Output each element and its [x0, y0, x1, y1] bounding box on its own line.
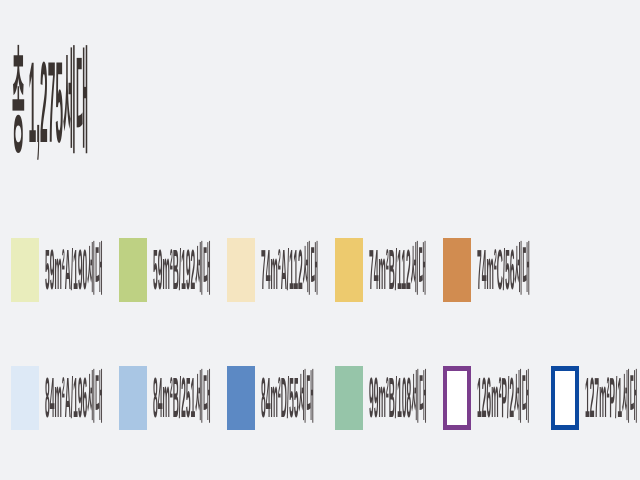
legend-color-swatch	[119, 366, 147, 430]
legend-item: 74m²B/112세대	[335, 238, 443, 302]
legend-item: 74m²C/56세대	[443, 238, 551, 302]
legend-label-wrap: 127m²P/1세대	[585, 366, 640, 430]
legend-color-swatch	[443, 238, 471, 302]
legend-label-wrap: 84m²A/196세대	[45, 366, 435, 430]
legend-color-swatch	[119, 238, 147, 302]
legend-item-label: 74m²A/112세대	[261, 237, 319, 302]
legend-item-label: 59m²B/192세대	[153, 237, 211, 302]
total-units-title: 총 1,275세대	[12, 39, 89, 167]
legend-color-swatch	[11, 238, 39, 302]
legend-row-1: 59m²A/190세대 59m²B/192세대 74m²A/112세대 74m²…	[11, 238, 551, 302]
legend-item-label: 74m²C/56세대	[477, 237, 531, 302]
legend-label-wrap: 59m²B/192세대	[153, 238, 543, 302]
legend-item-label: 127m²P/1세대	[585, 365, 638, 430]
legend-label-wrap: 126m²P/2세대	[477, 366, 640, 430]
legend-item-label: 84m²A/196세대	[45, 365, 103, 430]
legend-item: 84m²A/196세대	[11, 366, 119, 430]
legend-item: 74m²A/112세대	[227, 238, 335, 302]
legend-item-label: 59m²A/190세대	[45, 237, 103, 302]
legend-color-swatch	[227, 238, 255, 302]
legend-label-wrap: 59m²A/190세대	[45, 238, 435, 302]
total-units-title-wrap: 총 1,275세대	[12, 46, 640, 166]
legend-color-swatch	[11, 366, 39, 430]
legend-color-swatch	[227, 366, 255, 430]
legend-color-swatch	[443, 366, 471, 430]
legend-color-swatch	[551, 366, 579, 430]
legend-item-label: 99m²B/108세대	[369, 365, 427, 430]
legend-item-label: 126m²P/2세대	[477, 365, 530, 430]
legend-color-swatch	[335, 238, 363, 302]
legend-item-label: 84m²D/55세대	[261, 365, 315, 430]
legend-item: 127m²P/1세대	[551, 366, 640, 430]
legend-label-wrap: 84m²D/55세대	[261, 366, 619, 430]
legend-item-label: 84m²B/251세대	[153, 365, 211, 430]
legend-item: 59m²B/192세대	[119, 238, 227, 302]
legend-label-wrap: 74m²B/112세대	[369, 238, 640, 302]
legend-item: 59m²A/190세대	[11, 238, 119, 302]
legend-label-wrap: 74m²A/112세대	[261, 238, 640, 302]
legend-color-swatch	[335, 366, 363, 430]
legend-item: 99m²B/108세대	[335, 366, 443, 430]
legend-label-wrap: 84m²B/251세대	[153, 366, 543, 430]
legend-item: 84m²B/251세대	[119, 366, 227, 430]
legend-row-2: 84m²A/196세대 84m²B/251세대 84m²D/55세대 99m²B…	[11, 366, 640, 430]
legend-label-wrap: 99m²B/108세대	[369, 366, 640, 430]
legend-item: 126m²P/2세대	[443, 366, 551, 430]
legend-item-label: 74m²B/112세대	[369, 237, 427, 302]
legend-item: 84m²D/55세대	[227, 366, 335, 430]
legend-label-wrap: 74m²C/56세대	[477, 238, 640, 302]
